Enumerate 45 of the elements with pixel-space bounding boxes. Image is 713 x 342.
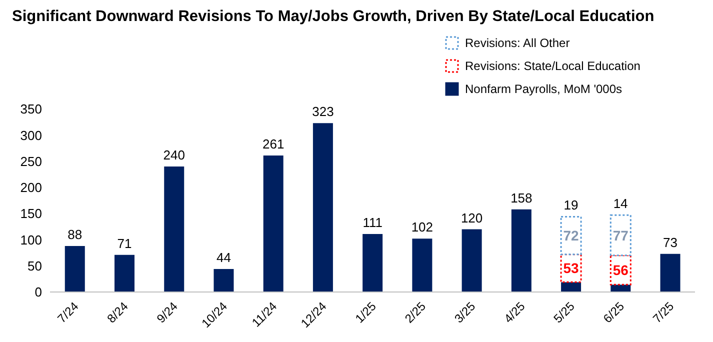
y-tick-label: 100 bbox=[20, 232, 42, 248]
data-label: 44 bbox=[216, 250, 231, 265]
bar bbox=[164, 166, 184, 292]
y-tick-label: 0 bbox=[34, 284, 42, 300]
annotation: 14 bbox=[613, 196, 628, 212]
data-label: 102 bbox=[411, 220, 434, 235]
y-tick-label: 150 bbox=[20, 206, 42, 222]
legend-label: Revisions: All Other bbox=[465, 36, 570, 50]
data-label: 53 bbox=[563, 260, 580, 276]
bar bbox=[462, 229, 482, 292]
bar bbox=[660, 254, 680, 292]
legend-label: Nonfarm Payrolls, MoM '000s bbox=[465, 82, 622, 96]
x-tick-label: 6/25 bbox=[600, 299, 628, 326]
legend-label: Revisions: State/Local Education bbox=[465, 59, 640, 73]
data-label: 77 bbox=[612, 227, 629, 244]
y-tick-label: 350 bbox=[20, 102, 42, 117]
bar bbox=[561, 282, 582, 292]
data-label: 323 bbox=[312, 104, 334, 120]
data-label: 240 bbox=[163, 148, 185, 163]
bar bbox=[511, 209, 532, 292]
data-label: 72 bbox=[563, 228, 580, 244]
bar bbox=[263, 156, 284, 292]
data-label: 120 bbox=[460, 210, 483, 226]
data-label: 261 bbox=[262, 136, 284, 152]
bar bbox=[214, 268, 234, 292]
data-label: 56 bbox=[612, 262, 629, 278]
data-label: 111 bbox=[362, 214, 382, 230]
y-tick-label: 300 bbox=[20, 128, 42, 143]
x-tick-label: 7/24 bbox=[54, 299, 82, 326]
chart-title: Significant Downward Revisions To May/Jobs Growth, Driven By State/Local Education bbox=[11, 8, 656, 27]
bar bbox=[362, 234, 383, 292]
bar bbox=[64, 246, 85, 292]
data-label: 88 bbox=[68, 226, 82, 242]
y-tick-label: 200 bbox=[20, 180, 42, 196]
annotation: 19 bbox=[564, 198, 578, 213]
y-tick-label: 250 bbox=[20, 154, 42, 169]
y-tick-label: 50 bbox=[28, 258, 42, 274]
x-tick-label: 4/25 bbox=[501, 299, 528, 326]
data-label: 73 bbox=[663, 234, 678, 250]
bar bbox=[114, 254, 134, 292]
x-tick-label: 7/25 bbox=[650, 299, 677, 326]
bar bbox=[312, 123, 333, 292]
bar bbox=[412, 238, 432, 292]
data-label: 71 bbox=[117, 236, 132, 251]
data-label: 158 bbox=[510, 190, 532, 206]
